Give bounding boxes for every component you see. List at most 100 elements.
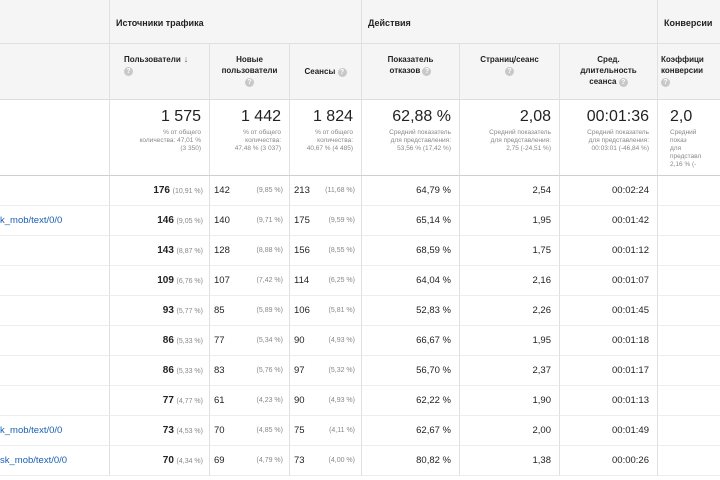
new-users-pct: (9,85 %) <box>256 187 283 194</box>
column-header-avg-duration[interactable]: Сред. длительность сеанса ? <box>560 44 658 100</box>
column-header-conversion-rate[interactable]: Коэффици конверсии ? <box>658 44 720 100</box>
users-value: 86 <box>162 365 174 376</box>
bounce-label-2: отказов <box>389 66 421 75</box>
column-header-bounce-rate[interactable]: Показатель отказов ? <box>362 44 460 100</box>
total-value: 2,08 <box>519 108 551 125</box>
conversion-cell <box>658 416 720 446</box>
help-icon[interactable]: ? <box>245 78 254 87</box>
users-pct: (5,33 %) <box>176 338 203 345</box>
new-users-cell: 128 (8,88 %) <box>210 236 290 266</box>
duration-cell: 00:01:49 <box>560 416 658 446</box>
users-cell: 86 (5,33 %) <box>110 326 210 356</box>
new-users-cell: 85 (5,89 %) <box>210 296 290 326</box>
help-icon[interactable]: ? <box>505 67 514 76</box>
new-users-pct: (4,85 %) <box>256 427 283 434</box>
new-users-cell: 83 (5,76 %) <box>210 356 290 386</box>
sessions-cell: 213 (11,68 %) <box>290 176 362 206</box>
row-label-link[interactable] <box>0 266 110 296</box>
row-label-link[interactable] <box>0 386 110 416</box>
users-value: 146 <box>157 215 174 226</box>
conv-label-1: Коэффици <box>661 55 704 64</box>
users-pct: (5,77 %) <box>176 308 203 315</box>
pages-cell: 2,26 <box>460 296 560 326</box>
help-icon[interactable]: ? <box>337 68 347 77</box>
users-pct: (9,05 %) <box>176 218 203 225</box>
pages-cell: 2,00 <box>460 416 560 446</box>
sessions-cell: 114 (6,25 %) <box>290 266 362 296</box>
pages-cell: 2,37 <box>460 356 560 386</box>
pages-cell: 1,38 <box>460 446 560 476</box>
totals-pages-per-session: 2,08 Средний показатель для представления… <box>460 100 560 176</box>
conversion-cell <box>658 326 720 356</box>
row-label-link[interactable] <box>0 176 110 206</box>
row-label-link[interactable] <box>0 236 110 266</box>
duration-cell: 00:02:24 <box>560 176 658 206</box>
duration-label-2: длительность <box>580 66 637 75</box>
sessions-pct: (4,93 %) <box>328 397 355 404</box>
sessions-pct: (6,25 %) <box>328 277 355 284</box>
column-header-dimension <box>0 44 110 100</box>
users-cell: 93 (5,77 %) <box>110 296 210 326</box>
users-pct: (10,91 %) <box>172 188 203 195</box>
help-icon[interactable]: ? <box>422 67 432 76</box>
users-cell: 73 (4,53 %) <box>110 416 210 446</box>
help-icon[interactable]: ? <box>124 67 133 76</box>
sessions-cell: 175 (9,59 %) <box>290 206 362 236</box>
users-pct: (8,87 %) <box>176 248 203 255</box>
users-cell: 70 (4,34 %) <box>110 446 210 476</box>
column-header-sessions[interactable]: Сеансы ? <box>290 44 362 100</box>
sessions-value: 75 <box>294 425 305 436</box>
sessions-cell: 156 (8,55 %) <box>290 236 362 266</box>
pages-cell: 1,75 <box>460 236 560 266</box>
group-header-actions: Действия <box>362 0 658 44</box>
totals-new-users: 1 442 % от общего количества: 47,48 % (3 0… <box>210 100 290 176</box>
conversion-cell <box>658 206 720 236</box>
row-label-link[interactable] <box>0 326 110 356</box>
row-label-link[interactable] <box>0 296 110 326</box>
conversion-cell <box>658 356 720 386</box>
sessions-label: Сеансы <box>304 67 336 76</box>
pages-cell: 1,90 <box>460 386 560 416</box>
new-users-value: 83 <box>214 365 225 376</box>
conv-label-2: конверсии <box>661 66 704 75</box>
sessions-value: 97 <box>294 365 305 376</box>
new-users-value: 107 <box>214 275 230 286</box>
sessions-value: 156 <box>294 245 310 256</box>
conversion-cell <box>658 446 720 476</box>
new-users-pct: (5,89 %) <box>256 307 283 314</box>
sessions-cell: 75 (4,11 %) <box>290 416 362 446</box>
bounce-cell: 62,67 % <box>362 416 460 446</box>
row-label-link[interactable]: k_mob/text/0/0 <box>0 206 110 236</box>
row-label-link[interactable] <box>0 356 110 386</box>
sessions-cell: 97 (5,32 %) <box>290 356 362 386</box>
pages-label: Страниц/сеанс <box>480 55 539 64</box>
users-value: 73 <box>162 425 174 436</box>
help-icon[interactable]: ? <box>661 78 670 87</box>
column-header-pages-per-session[interactable]: Страниц/сеанс ? <box>460 44 560 100</box>
users-cell: 77 (4,77 %) <box>110 386 210 416</box>
sessions-value: 73 <box>294 455 305 466</box>
new-users-cell: 61 (4,23 %) <box>210 386 290 416</box>
totals-avg-duration: 00:01:36 Средний показатель для представл… <box>560 100 658 176</box>
new-users-value: 140 <box>214 215 230 226</box>
column-header-users[interactable]: Пользователи ↓ ? <box>110 44 210 100</box>
row-label-link[interactable]: sk_mob/text/0/0 <box>0 446 110 476</box>
bounce-cell: 62,22 % <box>362 386 460 416</box>
help-icon[interactable]: ? <box>618 78 628 87</box>
bounce-cell: 68,59 % <box>362 236 460 266</box>
bounce-cell: 52,83 % <box>362 296 460 326</box>
total-value: 1 824 <box>312 108 353 125</box>
arrow-down-icon[interactable]: ↓ <box>183 54 189 64</box>
total-subtext: Средний показатель для представления: 00:0… <box>587 129 649 152</box>
users-cell: 146 (9,05 %) <box>110 206 210 236</box>
totals-users: 1 575 % от общего количества: 47,01 % (3 3… <box>110 100 210 176</box>
sessions-pct: (4,93 %) <box>328 337 355 344</box>
column-header-new-users[interactable]: Новые пользователи ? <box>210 44 290 100</box>
new-users-cell: 140 (9,71 %) <box>210 206 290 236</box>
pages-cell: 1,95 <box>460 326 560 356</box>
row-label-link[interactable]: k_mob/text/0/0 <box>0 416 110 446</box>
duration-cell: 00:01:13 <box>560 386 658 416</box>
pages-cell: 2,54 <box>460 176 560 206</box>
sessions-pct: (4,11 %) <box>329 427 355 434</box>
